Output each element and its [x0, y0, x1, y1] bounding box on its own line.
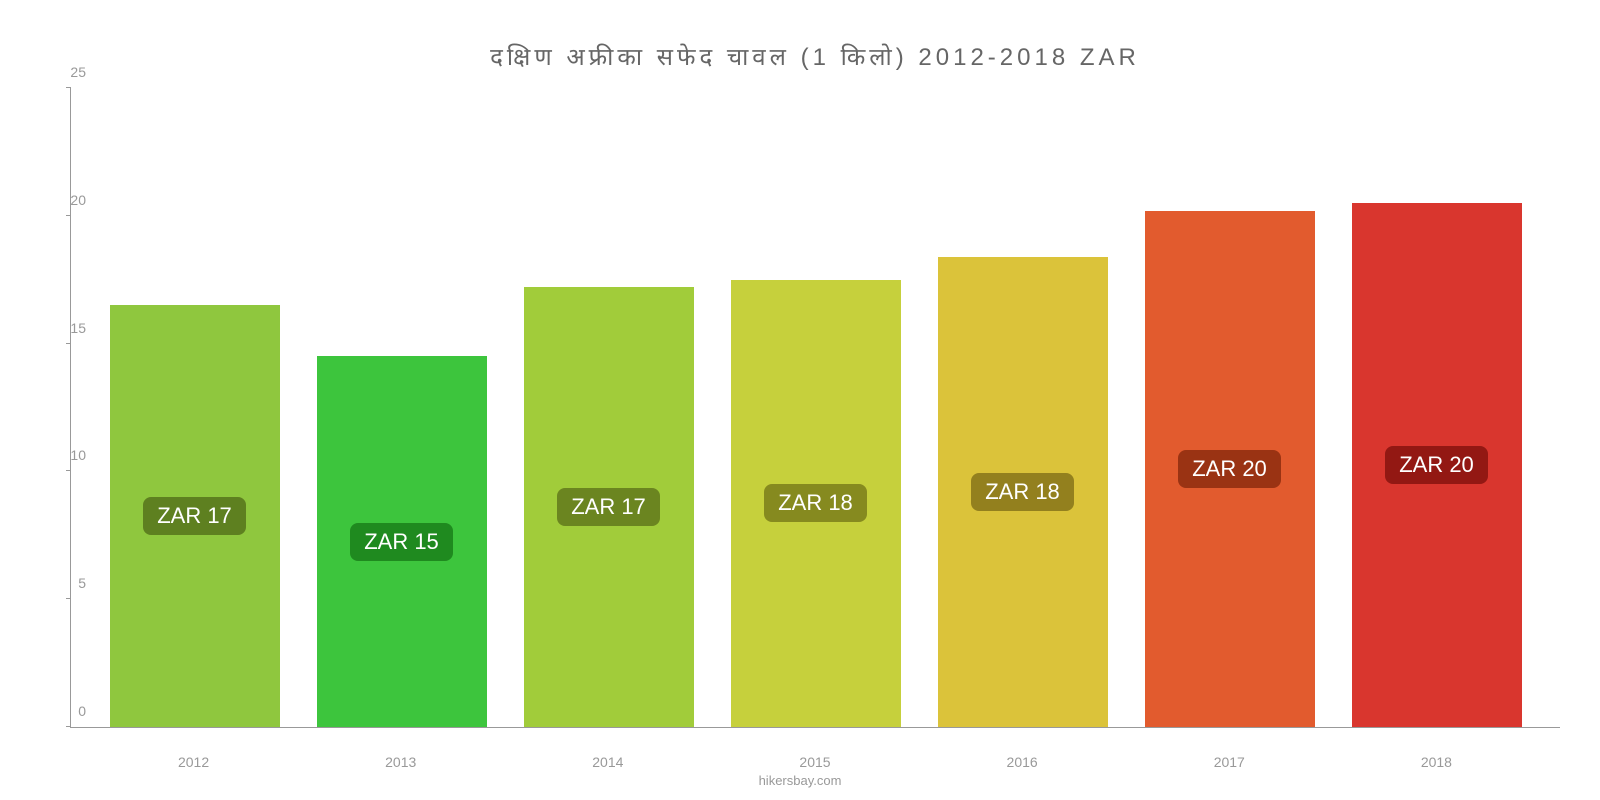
bar-value-label: ZAR 18	[971, 473, 1074, 511]
x-tick-label: 2017	[1126, 754, 1333, 770]
plot-area: 0510152025 ZAR 17ZAR 15ZAR 17ZAR 18ZAR 1…	[70, 88, 1560, 728]
bar-wrapper: ZAR 15	[298, 88, 505, 727]
x-tick-label: 2014	[504, 754, 711, 770]
y-tick-mark	[66, 470, 71, 471]
bar-wrapper: ZAR 17	[91, 88, 298, 727]
y-tick-mark	[66, 87, 71, 88]
bar: ZAR 17	[524, 287, 694, 727]
bar-wrapper: ZAR 20	[1126, 88, 1333, 727]
y-tick-label: 25	[70, 64, 86, 80]
bar: ZAR 17	[110, 305, 280, 727]
x-tick-label: 2013	[297, 754, 504, 770]
chart-title: दक्षिण अफ्रीका सफेद चावल (1 किलो) 2012-2…	[70, 40, 1560, 73]
x-tick-label: 2012	[90, 754, 297, 770]
bar-value-label: ZAR 20	[1385, 446, 1488, 484]
x-tick-label: 2015	[711, 754, 918, 770]
bar-wrapper: ZAR 17	[505, 88, 712, 727]
bar: ZAR 20	[1145, 211, 1315, 727]
y-tick-mark	[66, 598, 71, 599]
attribution-text: hikersbay.com	[759, 773, 842, 788]
bar-value-label: ZAR 20	[1178, 450, 1281, 488]
x-tick-label: 2018	[1333, 754, 1540, 770]
bar: ZAR 20	[1352, 203, 1522, 727]
chart-container: दक्षिण अफ्रीका सफेद चावल (1 किलो) 2012-2…	[20, 20, 1580, 780]
bar: ZAR 15	[317, 356, 487, 727]
bar-value-label: ZAR 18	[764, 484, 867, 522]
bar-value-label: ZAR 17	[143, 497, 246, 535]
bar-wrapper: ZAR 18	[919, 88, 1126, 727]
bar: ZAR 18	[938, 257, 1108, 727]
bar-value-label: ZAR 17	[557, 488, 660, 526]
y-tick-mark	[66, 343, 71, 344]
bar: ZAR 18	[731, 280, 901, 727]
bar-value-label: ZAR 15	[350, 523, 453, 561]
y-tick-mark	[66, 726, 71, 727]
bars-container: ZAR 17 ZAR 15 ZAR 17 ZAR 18 ZAR 18 ZAR 20 ZAR …	[71, 88, 1560, 727]
bar-wrapper: ZAR 20	[1333, 88, 1540, 727]
y-tick-mark	[66, 215, 71, 216]
x-tick-label: 2016	[919, 754, 1126, 770]
x-axis-labels: 2012201320142015201620172018	[70, 754, 1560, 770]
bar-wrapper: ZAR 18	[712, 88, 919, 727]
